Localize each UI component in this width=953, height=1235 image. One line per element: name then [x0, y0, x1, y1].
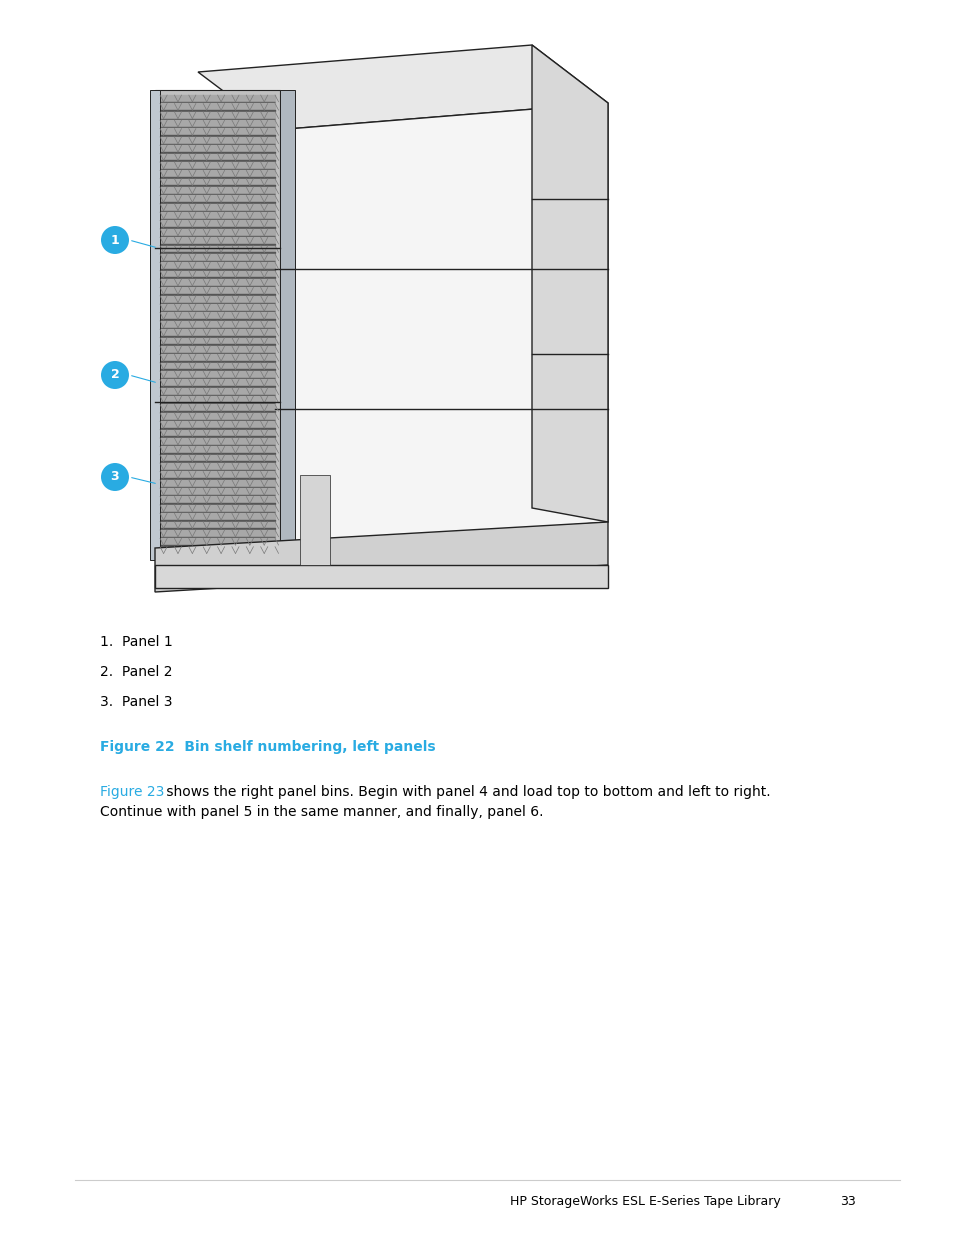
- Text: 3.  Panel 3: 3. Panel 3: [100, 695, 172, 709]
- Polygon shape: [198, 44, 607, 130]
- Text: 33: 33: [840, 1195, 855, 1208]
- Circle shape: [101, 226, 129, 254]
- Text: shows the right panel bins. Begin with panel 4 and load top to bottom and left t: shows the right panel bins. Begin with p…: [162, 785, 770, 799]
- Polygon shape: [532, 44, 607, 522]
- Polygon shape: [299, 475, 330, 564]
- Polygon shape: [150, 90, 160, 559]
- Circle shape: [101, 361, 129, 389]
- Polygon shape: [154, 522, 607, 592]
- Text: Figure 23: Figure 23: [100, 785, 164, 799]
- Text: 2: 2: [111, 368, 119, 382]
- Polygon shape: [154, 564, 607, 588]
- Polygon shape: [154, 90, 280, 559]
- Text: HP StorageWorks ESL E-Series Tape Library: HP StorageWorks ESL E-Series Tape Librar…: [510, 1195, 780, 1208]
- Text: Figure 22  Bin shelf numbering, left panels: Figure 22 Bin shelf numbering, left pane…: [100, 740, 436, 755]
- Text: 1.  Panel 1: 1. Panel 1: [100, 635, 172, 650]
- Text: 2.  Panel 2: 2. Panel 2: [100, 664, 172, 679]
- Polygon shape: [280, 90, 294, 559]
- Text: 3: 3: [111, 471, 119, 483]
- Text: 1: 1: [111, 233, 119, 247]
- Polygon shape: [274, 103, 607, 548]
- Text: Continue with panel 5 in the same manner, and finally, panel 6.: Continue with panel 5 in the same manner…: [100, 805, 543, 819]
- Circle shape: [101, 463, 129, 492]
